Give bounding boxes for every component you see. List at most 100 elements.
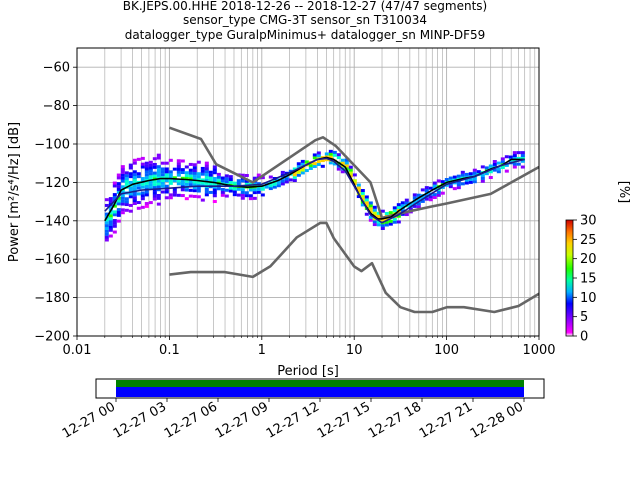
- psd-bin: [128, 172, 133, 176]
- psd-bin: [152, 162, 157, 166]
- psd-bin: [512, 154, 517, 158]
- psd-bin: [260, 193, 265, 197]
- psd-bin: [140, 185, 145, 189]
- psd-bin: [196, 183, 201, 187]
- psd-bin: [388, 219, 393, 223]
- psd-bin: [184, 177, 189, 181]
- psd-bin: [484, 166, 489, 170]
- psd-bin: [368, 215, 373, 219]
- psd-bin: [212, 185, 217, 189]
- psd-bin: [164, 176, 169, 180]
- psd-bin: [120, 193, 125, 197]
- psd-bin: [280, 182, 285, 186]
- psd-bin: [184, 174, 189, 178]
- psd-bin: [488, 164, 493, 168]
- psd-bin: [192, 186, 197, 190]
- psd-bin: [132, 173, 137, 177]
- timeline-coverage-bar: [116, 380, 524, 387]
- psd-bin: [348, 171, 353, 175]
- psd-bin: [396, 214, 401, 218]
- psd-bin: [164, 190, 169, 194]
- psd-bin: [120, 176, 125, 180]
- psd-bin: [432, 184, 437, 188]
- psd-bin: [500, 160, 505, 164]
- psd-bin: [152, 157, 157, 161]
- x-axis-ticks: 0.01 0.1 1 10 100 1000: [63, 336, 556, 358]
- psd-bin: [468, 177, 473, 181]
- colorbar-ticks: 0 5 10 15 20 25 30: [573, 214, 597, 345]
- psd-bin: [284, 180, 289, 184]
- psd-bin: [192, 177, 197, 181]
- psd-bin: [128, 186, 133, 190]
- psd-bin: [496, 170, 501, 174]
- psd-bin: [348, 174, 353, 178]
- psd-bin: [228, 178, 233, 182]
- psd-bin: [188, 171, 193, 175]
- psd-bin: [104, 212, 109, 216]
- psd-bin: [212, 176, 217, 180]
- psd-bin: [112, 221, 117, 225]
- psd-bin: [180, 194, 185, 198]
- psd-bin: [432, 195, 437, 199]
- psd-bin: [176, 193, 181, 197]
- psd-bin: [320, 159, 325, 163]
- psd-bin: [280, 179, 285, 183]
- psd-bin: [108, 234, 113, 238]
- psd-bin: [164, 173, 169, 177]
- colorbar-tick-label: 10: [580, 291, 597, 306]
- colorbar-tick-label: 15: [580, 272, 597, 287]
- psd-bin: [424, 188, 429, 192]
- psd-bin: [396, 203, 401, 207]
- psd-bin: [520, 159, 525, 163]
- psd-bin: [432, 193, 437, 197]
- psd-bin: [300, 162, 305, 166]
- psd-bin: [216, 172, 221, 176]
- psd-bin: [136, 192, 141, 196]
- psd-bin: [348, 165, 353, 169]
- psd-bin: [156, 185, 161, 189]
- psd-bin: [392, 220, 397, 224]
- psd-bin: [372, 223, 377, 227]
- psd-bin: [132, 193, 137, 197]
- psd-bin: [148, 186, 153, 190]
- psd-bin: [196, 177, 201, 181]
- timeline-tick-label: 12-28 00: [468, 399, 526, 441]
- psd-bin: [464, 178, 469, 182]
- psd-bin: [384, 217, 389, 221]
- psd-bin: [496, 161, 501, 165]
- psd-bin: [272, 185, 277, 189]
- psd-bin: [440, 180, 445, 184]
- psd-bin: [192, 174, 197, 178]
- colorbar: 0 5 10 15 20 25 30 [%]: [565, 181, 631, 345]
- psd-bin: [152, 174, 157, 178]
- psd-bin: [200, 181, 205, 185]
- psd-bin: [320, 164, 325, 168]
- psd-bin: [196, 195, 201, 199]
- psd-bin: [196, 160, 201, 164]
- psd-bin: [228, 186, 233, 190]
- colorbar-tick-label: 0: [580, 330, 588, 345]
- psd-bin: [104, 198, 109, 202]
- psd-bin: [168, 181, 173, 185]
- psd-bin: [296, 173, 301, 177]
- psd-bin: [388, 211, 393, 215]
- psd-bin: [116, 182, 121, 186]
- psd-bin: [316, 160, 321, 164]
- psd-bin: [188, 194, 193, 198]
- psd-bin: [160, 170, 165, 174]
- psd-bin: [152, 186, 157, 190]
- y-tick-label: −100: [34, 138, 70, 153]
- psd-bin: [188, 188, 193, 192]
- psd-bin: [168, 196, 173, 200]
- psd-bin: [484, 172, 489, 176]
- psd-bin: [428, 198, 433, 202]
- psd-bin: [212, 165, 217, 169]
- psd-bin: [252, 191, 257, 195]
- psd-bin: [364, 204, 369, 208]
- psd-bin: [184, 188, 189, 192]
- psd-bin: [160, 167, 165, 171]
- psd-bin: [108, 197, 113, 201]
- psd-bin: [132, 176, 137, 180]
- title-line-3: datalogger_type GuralpMinimus+ datalogge…: [125, 28, 486, 42]
- psd-bin: [176, 167, 181, 171]
